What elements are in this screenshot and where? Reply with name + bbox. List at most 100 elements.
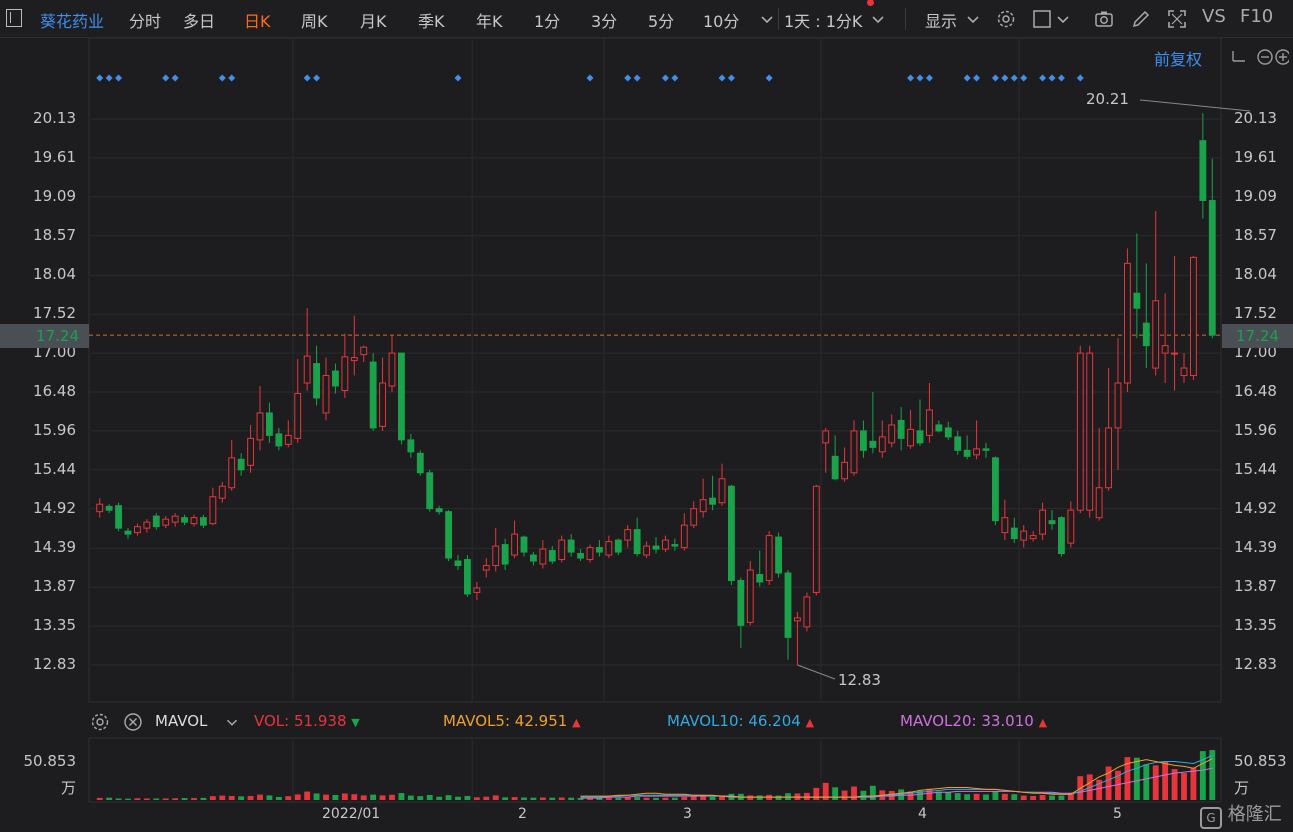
price-tick-left: 14.92 (33, 498, 76, 517)
sidebar-toggle-icon[interactable] (6, 9, 22, 27)
mavol10-up-arrow-icon: ▲ (805, 716, 815, 729)
tab-daily-k[interactable]: 日K (244, 12, 271, 31)
vol-indicator-chevron-icon[interactable] (223, 713, 241, 731)
volume-bar (417, 796, 424, 800)
vol-close-icon[interactable] (123, 712, 143, 732)
volume-bar (1181, 773, 1187, 800)
camera-icon[interactable] (1094, 9, 1114, 29)
candle-body (350, 357, 358, 362)
vs-compare-button[interactable]: VS (1202, 6, 1226, 27)
layout-square-icon[interactable] (1032, 9, 1052, 29)
vol-axis-left: 50.853 (23, 752, 77, 770)
event-diamond-icon (105, 74, 113, 82)
mavol20-line (580, 767, 1213, 799)
volume-bar (605, 797, 612, 800)
volume-bar (96, 797, 103, 800)
reset-icon[interactable] (1232, 51, 1245, 62)
candle-body (1105, 427, 1112, 489)
candle-body (1058, 517, 1065, 555)
tab-3min[interactable]: 3分 (591, 12, 618, 31)
volume-bar (662, 797, 669, 800)
volume-bar (473, 797, 480, 800)
candle-body (1161, 345, 1169, 354)
candle-body (275, 433, 283, 447)
settings-gear-icon[interactable] (996, 9, 1016, 29)
tab-multi-day[interactable]: 多日 (183, 12, 216, 31)
candle-body (926, 409, 933, 436)
volume-bar (389, 794, 395, 800)
candle-body (869, 440, 877, 448)
candle-body (1039, 509, 1046, 535)
tab-yearly-k[interactable]: 年K (476, 12, 503, 31)
volume-bar (398, 793, 405, 800)
candle-body (1067, 509, 1075, 544)
volume-bar (1001, 793, 1008, 800)
pencil-draw-icon[interactable] (1131, 9, 1151, 29)
display-menu[interactable]: 显示 (925, 12, 958, 31)
candle-body (218, 485, 226, 499)
candle-body (482, 565, 490, 571)
vol-axis-right: 50.853 (1234, 752, 1287, 770)
volume-bar (360, 795, 367, 800)
fullscreen-icon[interactable] (1167, 9, 1187, 29)
tab-weekly-k[interactable]: 周K (301, 12, 328, 31)
layout-chevron-icon[interactable] (1053, 9, 1073, 29)
volume-bar (1058, 795, 1065, 800)
candle-body (1152, 300, 1160, 369)
candle-body (473, 587, 481, 593)
zoom-out-icon[interactable] (1257, 49, 1273, 65)
event-diamond-icon (633, 74, 641, 82)
vol-indicator-select[interactable]: MAVOL (155, 712, 208, 730)
display-chevron-icon[interactable] (963, 9, 983, 29)
candle-body (511, 533, 518, 556)
event-diamond-icon (1076, 74, 1084, 82)
volume-bar (266, 795, 273, 800)
tab-10min[interactable]: 10分 (703, 12, 740, 31)
candle-body (96, 503, 104, 513)
low-pointer-line (797, 664, 836, 680)
vol-settings-gear-icon[interactable] (90, 712, 110, 732)
candle-body (756, 573, 764, 583)
tab-intraday[interactable]: 分时 (129, 12, 162, 31)
chart-grid (88, 38, 1222, 803)
mavol5-up-arrow-icon: ▲ (572, 716, 581, 729)
volume-bar (143, 798, 150, 800)
mavol20-up-arrow-icon: ▲ (1038, 716, 1048, 729)
time-tick: 2 (518, 806, 527, 822)
volume-bar (483, 796, 490, 800)
price-plot-frame (88, 38, 1222, 703)
tab-monthly-k[interactable]: 月K (360, 12, 387, 31)
volume-bar (860, 790, 867, 800)
volume-bar (709, 796, 716, 800)
multi-period-select[interactable]: 1天 : 1分K (784, 12, 863, 31)
volume-bar (539, 797, 546, 800)
zoom-in-icon[interactable] (1275, 49, 1289, 65)
event-diamond-icon (171, 74, 179, 82)
kline-chart[interactable] (0, 38, 1293, 832)
f10-button[interactable]: F10 (1240, 6, 1274, 27)
time-tick: 2022/01 (322, 806, 381, 822)
mavol5-value: 42.951 (514, 712, 568, 730)
more-periods-chevron-icon[interactable] (757, 9, 777, 29)
tab-quarterly-k[interactable]: 季K (418, 12, 445, 31)
tab-1min[interactable]: 1分 (534, 12, 561, 31)
candle-body (332, 370, 339, 387)
top-toolbar: 葵花药业 分时 多日 日K 周K 月K 季K 年K 1分 3分 5分 10分 1… (0, 0, 1293, 38)
candle-body (794, 617, 801, 622)
adjust-mode-button[interactable]: 前复权 (1154, 50, 1203, 69)
stock-name[interactable]: 葵花药业 (40, 12, 105, 31)
volume-bar (653, 797, 659, 800)
multi-period-chevron-icon[interactable] (868, 9, 888, 29)
event-diamond-icon (96, 74, 104, 82)
volume-bar (775, 795, 782, 800)
mavol5-readout: MAVOL5: 42.951 ▲ (443, 712, 581, 730)
candle-body (935, 424, 943, 432)
mavol10-line (580, 755, 1213, 798)
volume-bar (285, 796, 292, 800)
tab-5min[interactable]: 5分 (648, 12, 675, 31)
candle-body (1095, 487, 1103, 519)
price-tick-left: 19.09 (33, 186, 76, 205)
candle-body (369, 361, 377, 429)
candle-body (190, 517, 198, 525)
candle-body (303, 355, 311, 384)
